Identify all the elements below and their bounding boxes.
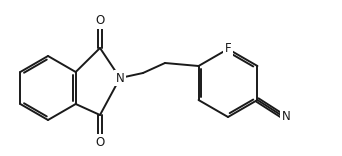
Text: O: O xyxy=(95,15,105,27)
Text: N: N xyxy=(116,71,124,85)
Text: N: N xyxy=(282,110,291,122)
Text: O: O xyxy=(95,136,105,149)
Text: F: F xyxy=(225,41,231,54)
